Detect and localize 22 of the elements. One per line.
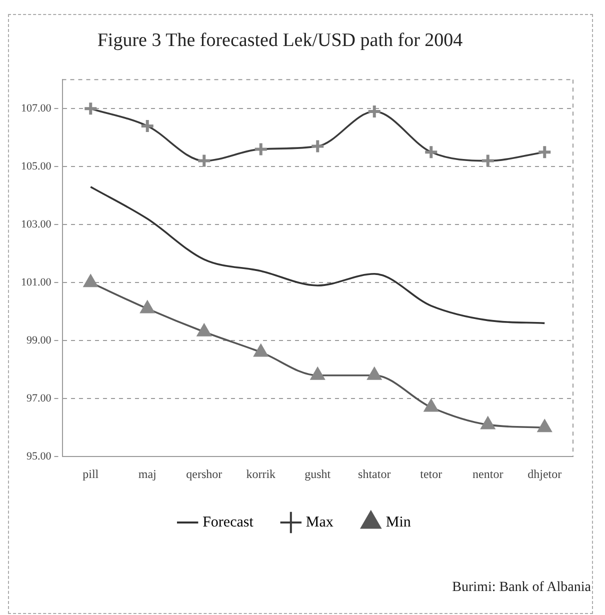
legend-label: Min: [386, 514, 412, 530]
x-tick-label: korrik: [246, 466, 276, 481]
y-tick-label: 95.00: [26, 450, 52, 462]
y-tick-label: 107.00: [21, 102, 52, 114]
x-tick-label: maj: [138, 466, 156, 481]
legend-label: Forecast: [202, 514, 254, 530]
x-tick-label: dhjetor: [528, 466, 562, 481]
line-series: [90, 186, 546, 324]
y-tick-label: 99.00: [26, 334, 52, 346]
x-tick-label: tetor: [420, 466, 442, 481]
x-tick-label: gusht: [304, 466, 332, 481]
y-tick-label: 97.00: [26, 392, 52, 404]
chart-title: Figure 3 The forecasted Lek/USD path for 2004: [96, 30, 464, 52]
legend-label: Max: [306, 514, 334, 530]
y-tick-label: 103.00: [21, 218, 52, 230]
x-tick-label: shtator: [358, 466, 391, 481]
text: Burimi: Bank of Albania: [452, 580, 591, 596]
y-tick-label: 105.00: [21, 160, 52, 172]
x-tick-label: qershor: [186, 466, 222, 481]
y-tick-label: 101.00: [21, 276, 52, 288]
x-tick-label: pill: [82, 466, 100, 481]
x-tick-label: nentor: [472, 466, 504, 481]
